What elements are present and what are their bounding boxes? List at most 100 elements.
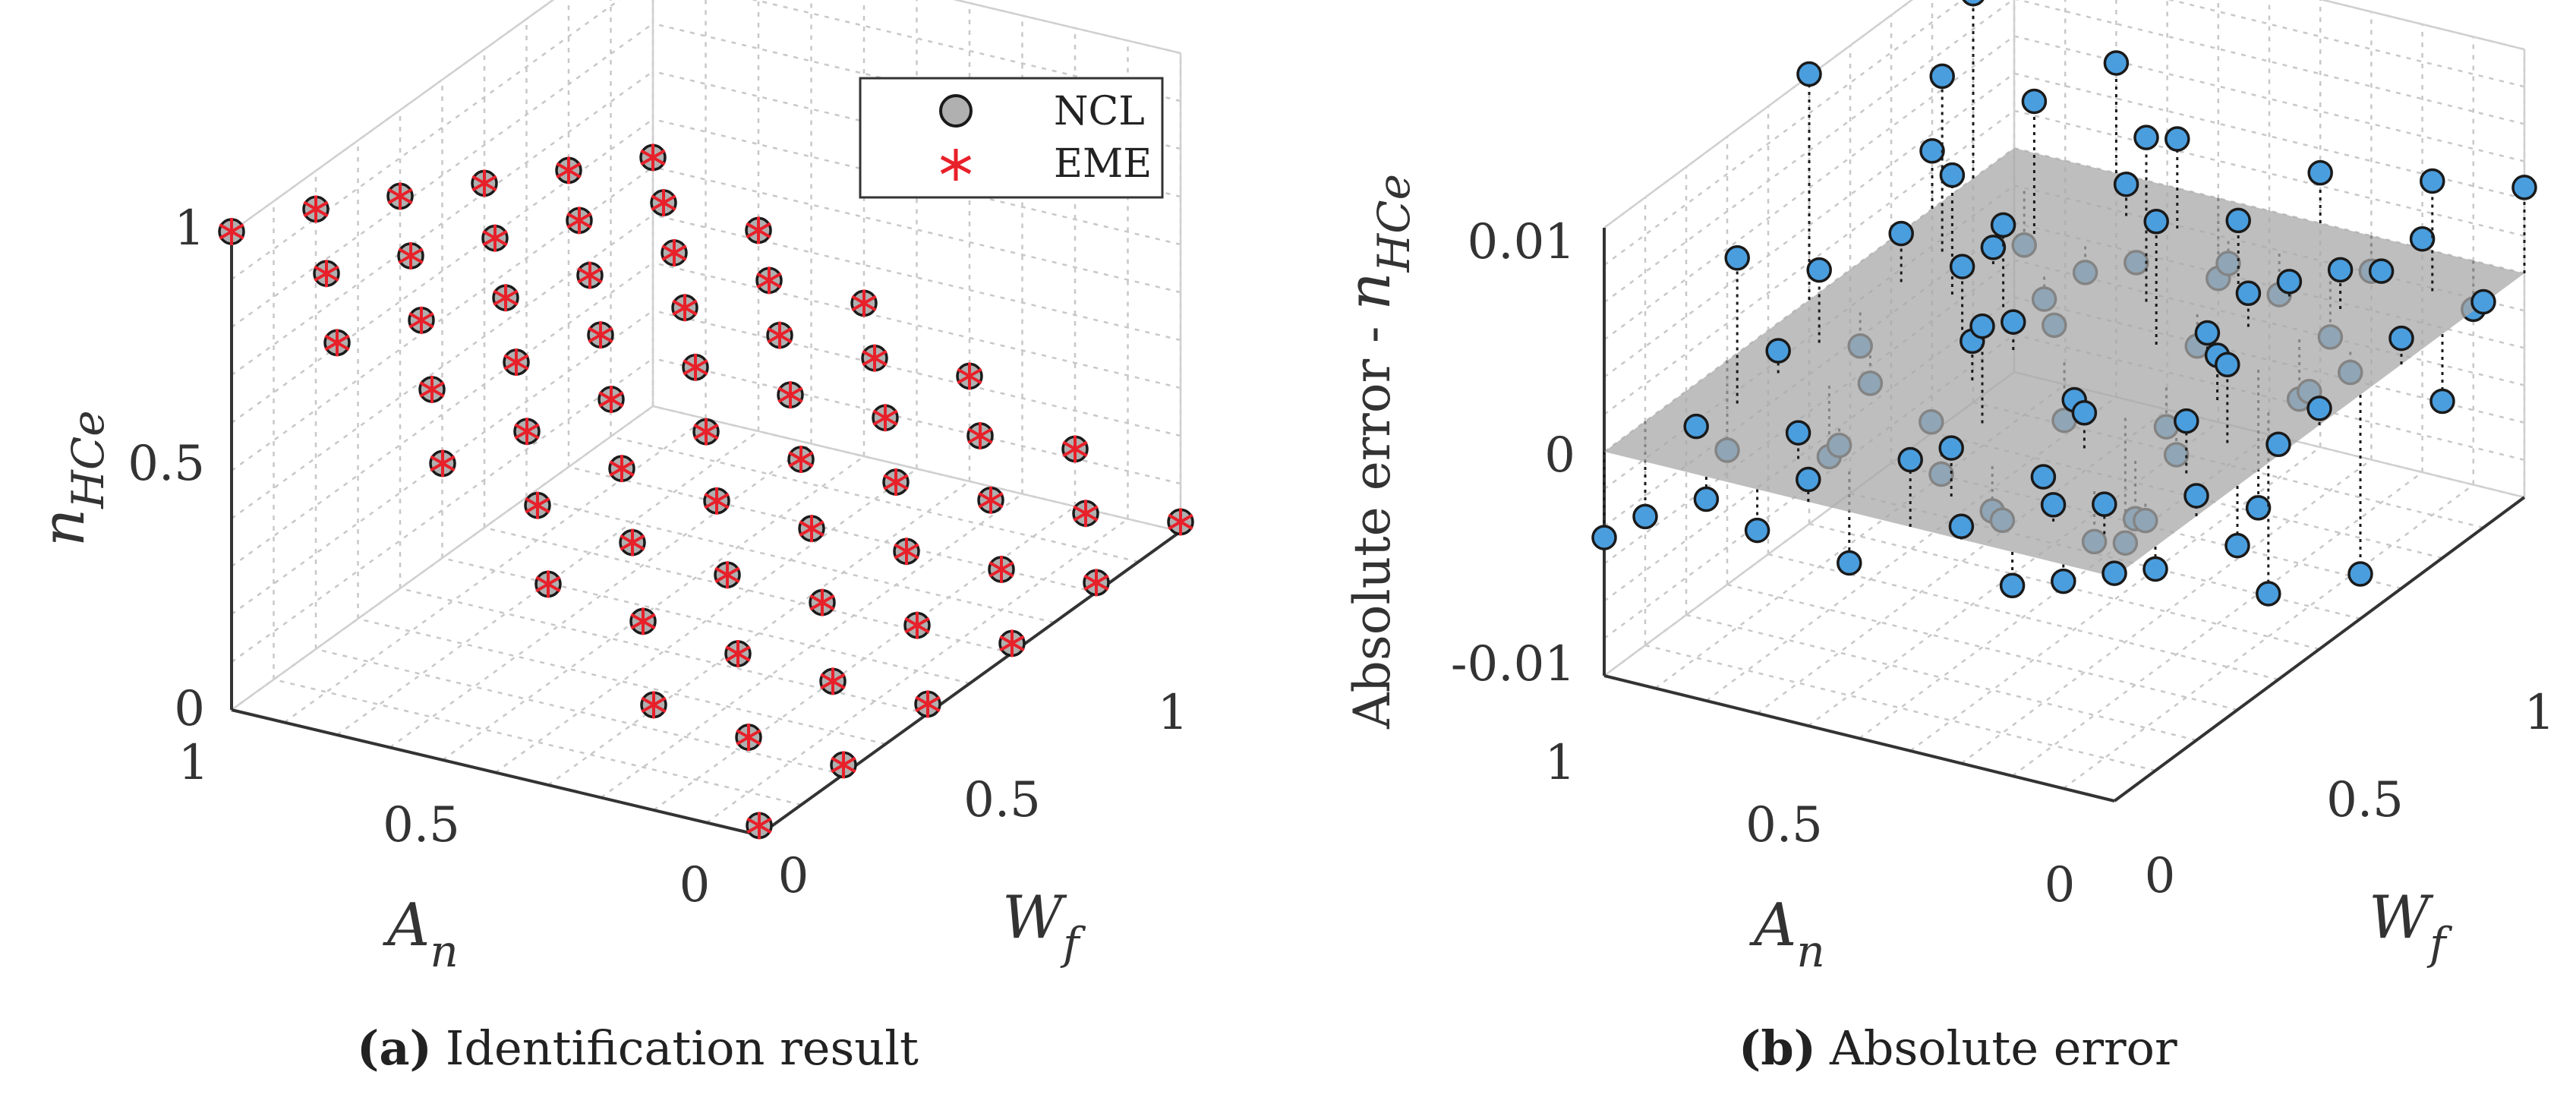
eme-point-39 <box>904 611 930 639</box>
error-point-28 <box>2133 125 2159 150</box>
chart-b-x-tick-0: 0 <box>2145 848 2176 904</box>
eme-point-19 <box>777 381 803 409</box>
eme-point-50 <box>820 667 846 695</box>
error-point-48 <box>1999 572 2026 598</box>
error-point-31 <box>1938 435 1964 461</box>
legend-eme-label: EME <box>1054 141 1152 187</box>
eme-stroke <box>967 427 993 444</box>
eme-point-48 <box>419 375 445 403</box>
chart-a-x-tick-0: 0 <box>778 848 809 904</box>
eme-stroke <box>588 326 613 343</box>
grid-b-side-horiz-10 <box>2015 0 2525 125</box>
eme-point-3 <box>851 289 877 317</box>
error-point-12 <box>1949 254 1975 279</box>
error-point-53 <box>2429 388 2455 415</box>
eme-stroke <box>746 817 772 834</box>
eme-stroke <box>809 594 835 611</box>
chart-a-tick-labels: 0 0.5 1 1 0.5 0 0 0.5 1 <box>128 200 1188 913</box>
grid-a-floor-x-5 <box>442 556 970 685</box>
eme-point-34 <box>799 515 825 543</box>
chart-a-legend: NCL EME <box>859 77 1164 199</box>
eme-stroke <box>324 334 350 352</box>
error-point-64 <box>1785 420 1811 446</box>
grid-a-back-horiz-10 <box>231 0 555 233</box>
axis-b-0 <box>2113 496 2526 802</box>
eme-point-29 <box>493 284 519 312</box>
eme-stroke <box>714 566 740 583</box>
error-point-38 <box>2215 352 2240 377</box>
error-point-94 <box>2470 288 2496 315</box>
error-point-20 <box>1837 550 1862 576</box>
error-point-0 <box>1591 525 1617 550</box>
eme-point-12 <box>967 421 993 449</box>
error-point-59 <box>1888 220 1914 247</box>
caption-b: (b) Absolute error <box>1739 1020 2177 1076</box>
axis-a-0 <box>758 530 1182 837</box>
error-point-70 <box>2165 126 2190 152</box>
eme-point-45 <box>714 561 740 589</box>
eme-stroke <box>725 645 751 662</box>
error-point-87 <box>2174 408 2199 434</box>
eme-stroke <box>566 212 592 229</box>
chart-a-y-tick-2: 1 <box>178 735 210 791</box>
error-point-30 <box>2030 464 2057 490</box>
chart-a-z-tick-0: 0 <box>174 681 205 737</box>
chart-a-y-tick-0: 0 <box>679 857 711 913</box>
eme-point-7 <box>661 239 687 266</box>
eme-stroke <box>904 616 930 634</box>
eme-point-44 <box>514 418 540 446</box>
eme-stroke <box>535 575 561 593</box>
eme-stroke <box>314 265 339 282</box>
grid-b-back-horiz-10 <box>1603 0 2014 304</box>
eme-stroke <box>408 312 434 329</box>
eme-point-25 <box>1083 569 1109 597</box>
grid-b-side-horiz-11 <box>2167 0 2525 88</box>
chart-identification-result: 0 0.5 1 1 0.5 0 0 0.5 1 Wf An nHCe NCL <box>30 0 1194 1076</box>
chart-b-ylabel: An <box>1749 891 1825 977</box>
grid-a-back-horiz-1 <box>231 357 654 664</box>
error-point-46 <box>2347 561 2373 587</box>
eme-stroke <box>851 295 877 312</box>
grid-a-back-horiz-7 <box>231 70 654 377</box>
eme-point-20 <box>978 486 1004 514</box>
eme-point-31 <box>894 538 919 566</box>
grid-a-back-horiz-2 <box>231 309 654 616</box>
eme-point-54 <box>430 449 456 478</box>
chart-b-z-tick-2: 0.01 <box>1468 214 1576 270</box>
error-point-50 <box>2265 431 2291 457</box>
error-point-85 <box>2092 491 2117 517</box>
eme-point-18 <box>577 261 603 289</box>
error-point-45 <box>2224 532 2250 559</box>
eme-stroke <box>641 696 667 714</box>
eme-point-24 <box>387 182 413 210</box>
chart-b-x-tick-2: 1 <box>2524 685 2556 741</box>
eme-stroke <box>514 423 540 440</box>
grid-a-floor-x-4 <box>399 587 929 715</box>
eme-point-35 <box>303 195 329 223</box>
eme-stroke <box>862 349 888 367</box>
error-point-65 <box>1990 212 2016 238</box>
eme-stroke <box>620 534 645 551</box>
chart-a-y-tick-1: 0.5 <box>383 797 460 853</box>
error-point-54 <box>2420 168 2445 194</box>
eme-point-41 <box>609 455 635 483</box>
error-point-43 <box>2327 257 2354 283</box>
caption-a: (a) Identification result <box>357 1020 919 1076</box>
grid-a-box-edge-1 <box>952 0 1181 55</box>
eme-point-42 <box>809 588 835 616</box>
grid-b-floor-y-3 <box>1960 459 2373 765</box>
chart-absolute-error: 0.01 0 -0.01 1 0.5 0 0 0.5 1 Wf An Absol… <box>1335 0 2555 1076</box>
grid-b-floor-x-3 <box>1726 583 2238 711</box>
grid-a-floor-y-6 <box>442 455 865 761</box>
eme-point-38 <box>704 487 730 515</box>
eme-stroke <box>915 695 941 713</box>
eme-point-30 <box>693 418 719 446</box>
eme-point-23 <box>883 468 909 497</box>
eme-point-0 <box>640 143 666 172</box>
error-point-37 <box>1897 446 1923 473</box>
eme-stroke <box>957 367 982 385</box>
error-point-52 <box>2183 483 2209 509</box>
eme-point-11 <box>767 321 793 349</box>
error-point-16 <box>1693 486 1720 512</box>
